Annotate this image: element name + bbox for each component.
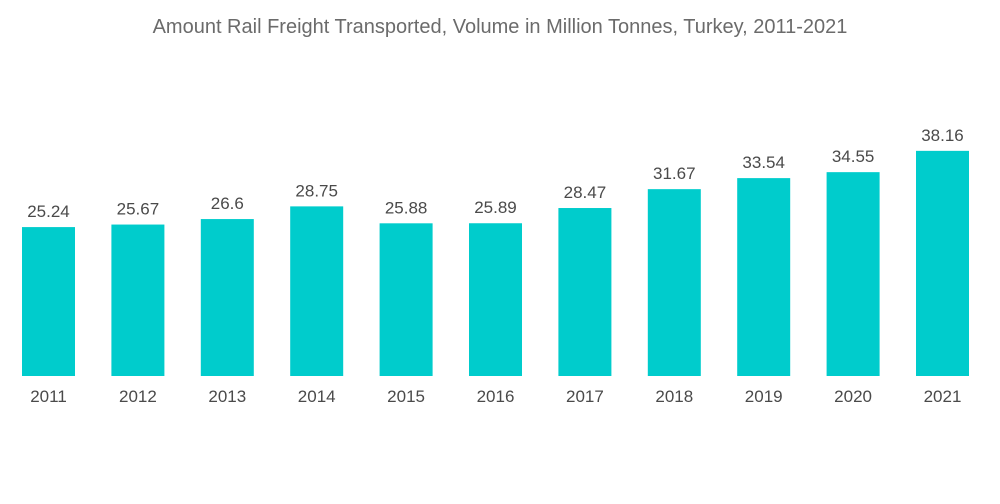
x-tick-label-2011: 2011 [30, 387, 67, 406]
bar-2019 [737, 178, 791, 376]
data-label-2018: 31.67 [653, 164, 696, 183]
x-tick-label-2018: 2018 [655, 387, 693, 406]
x-tick-label-2017: 2017 [566, 387, 604, 406]
bar-2021 [916, 150, 969, 376]
bar-2016 [469, 223, 522, 376]
bar-2013 [200, 219, 254, 376]
data-label-2019: 33.54 [742, 153, 785, 172]
data-label-2015: 25.88 [385, 198, 428, 217]
x-tick-label-2015: 2015 [387, 387, 425, 406]
data-label-2020: 34.55 [832, 147, 875, 166]
data-label-2016: 25.89 [474, 198, 517, 217]
chart-title: Amount Rail Freight Transported, Volume … [152, 16, 848, 38]
x-tick-label-2016: 2016 [477, 387, 515, 406]
x-tick-label-2013: 2013 [208, 387, 246, 406]
x-tick-label-2020: 2020 [834, 387, 872, 406]
bar-2015 [379, 223, 433, 376]
bar-2018 [647, 189, 701, 376]
data-label-2013: 26.6 [211, 194, 244, 213]
bar-2017 [558, 208, 612, 376]
data-label-2021: 38.16 [921, 126, 964, 145]
data-label-2014: 28.75 [295, 181, 338, 200]
bar-2011 [22, 227, 75, 376]
x-tick-label-2012: 2012 [119, 387, 157, 406]
x-tick-label-2021: 2021 [924, 387, 962, 406]
x-tick-label-2019: 2019 [745, 387, 783, 406]
data-label-2017: 28.47 [564, 183, 607, 202]
data-label-2011: 25.24 [27, 202, 70, 221]
data-label-2012: 25.67 [117, 200, 160, 219]
bar-2012 [111, 224, 165, 376]
x-tick-label-2014: 2014 [298, 387, 336, 406]
bar-2014 [290, 206, 344, 376]
bar-2020 [826, 172, 880, 376]
